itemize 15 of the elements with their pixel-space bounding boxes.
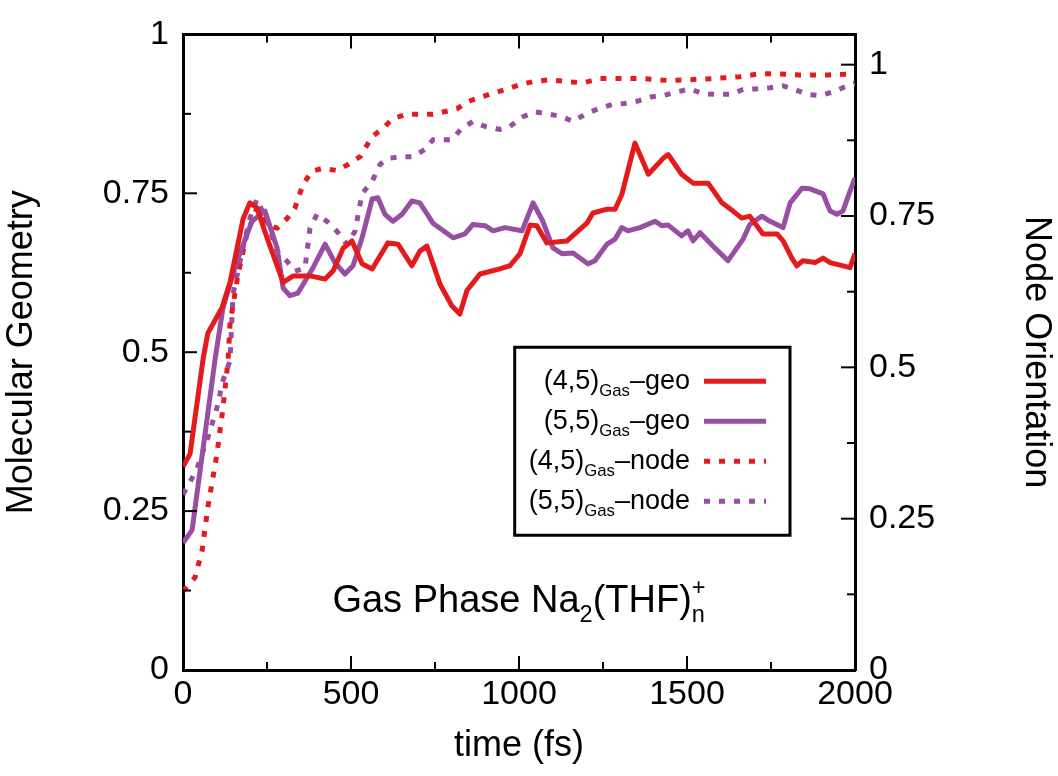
x-axis-title: time (fs) — [454, 723, 584, 765]
y-tick-label: 0.5 — [121, 330, 169, 369]
y-tick-label: 0.25 — [102, 489, 169, 528]
x-tick-label: 1000 — [481, 672, 557, 711]
y2-tick-label: 1 — [869, 43, 888, 82]
x-tick-label: 500 — [322, 672, 380, 711]
y2-tick-label: 0.5 — [869, 345, 917, 384]
y-tick-label: 1 — [150, 12, 169, 51]
y-axis-title: Molecular Geometry — [0, 190, 40, 515]
y-tick-label: 0 — [150, 648, 169, 687]
y-tick-label: 0.75 — [102, 171, 169, 210]
y2-tick-label: 0.75 — [869, 194, 936, 233]
y2-tick-label: 0.25 — [869, 497, 936, 536]
y2-axis-title: Node Orientation — [1018, 216, 1058, 489]
x-tick-label: 1500 — [649, 672, 725, 711]
